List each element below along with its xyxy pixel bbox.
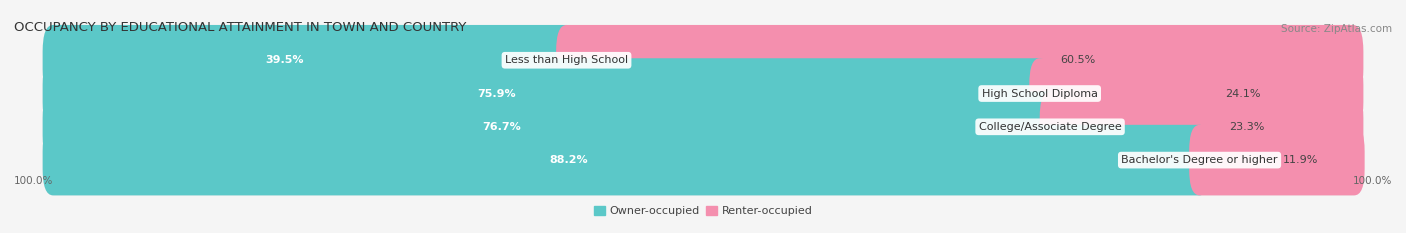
Legend: Owner-occupied, Renter-occupied: Owner-occupied, Renter-occupied (589, 202, 817, 221)
Text: 100.0%: 100.0% (1353, 176, 1392, 186)
Text: 88.2%: 88.2% (550, 155, 588, 165)
FancyBboxPatch shape (1039, 92, 1364, 162)
Text: 100.0%: 100.0% (14, 176, 53, 186)
Text: OCCUPANCY BY EDUCATIONAL ATTAINMENT IN TOWN AND COUNTRY: OCCUPANCY BY EDUCATIONAL ATTAINMENT IN T… (14, 21, 467, 34)
FancyBboxPatch shape (42, 58, 1364, 129)
FancyBboxPatch shape (42, 58, 1050, 129)
FancyBboxPatch shape (1189, 125, 1365, 195)
Text: 75.9%: 75.9% (478, 89, 516, 99)
FancyBboxPatch shape (557, 25, 1364, 96)
Text: 24.1%: 24.1% (1226, 89, 1261, 99)
FancyBboxPatch shape (42, 25, 1364, 96)
Text: 23.3%: 23.3% (1229, 122, 1264, 132)
Text: Bachelor's Degree or higher: Bachelor's Degree or higher (1122, 155, 1278, 165)
Text: 60.5%: 60.5% (1060, 55, 1095, 65)
Text: College/Associate Degree: College/Associate Degree (979, 122, 1122, 132)
Text: Source: ZipAtlas.com: Source: ZipAtlas.com (1281, 24, 1392, 34)
FancyBboxPatch shape (42, 92, 1364, 162)
Text: 76.7%: 76.7% (482, 122, 522, 132)
FancyBboxPatch shape (1029, 58, 1364, 129)
FancyBboxPatch shape (42, 25, 576, 96)
FancyBboxPatch shape (42, 125, 1364, 195)
FancyBboxPatch shape (42, 125, 1211, 195)
Text: Less than High School: Less than High School (505, 55, 628, 65)
Text: 39.5%: 39.5% (264, 55, 304, 65)
Text: High School Diploma: High School Diploma (981, 89, 1098, 99)
FancyBboxPatch shape (42, 92, 1060, 162)
Text: 11.9%: 11.9% (1282, 155, 1317, 165)
